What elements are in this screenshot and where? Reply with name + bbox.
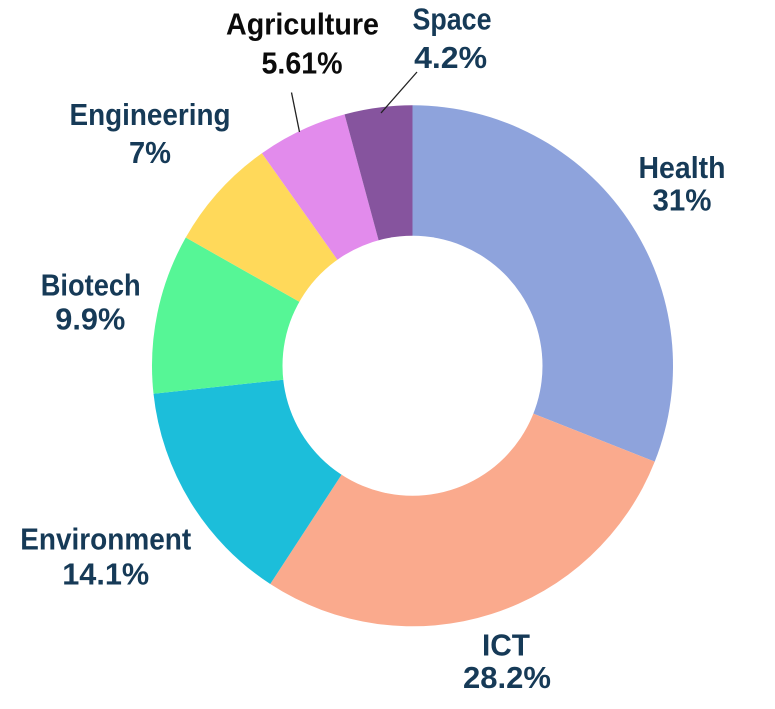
svg-text:Health: Health [639, 150, 726, 185]
svg-text:Environment: Environment [20, 522, 191, 557]
svg-text:28.2%: 28.2% [463, 660, 551, 695]
svg-text:14.1%: 14.1% [62, 557, 149, 592]
svg-text:4.2%: 4.2% [414, 40, 487, 75]
svg-text:9.9%: 9.9% [55, 302, 125, 337]
svg-text:Agriculture: Agriculture [226, 6, 379, 41]
svg-text:ICT: ICT [482, 627, 530, 662]
svg-text:Engineering: Engineering [70, 97, 231, 132]
svg-text:7%: 7% [129, 135, 171, 170]
svg-text:31%: 31% [653, 183, 712, 218]
svg-text:5.61%: 5.61% [262, 46, 343, 81]
svg-text:Biotech: Biotech [41, 267, 141, 302]
svg-text:Space: Space [413, 2, 492, 37]
